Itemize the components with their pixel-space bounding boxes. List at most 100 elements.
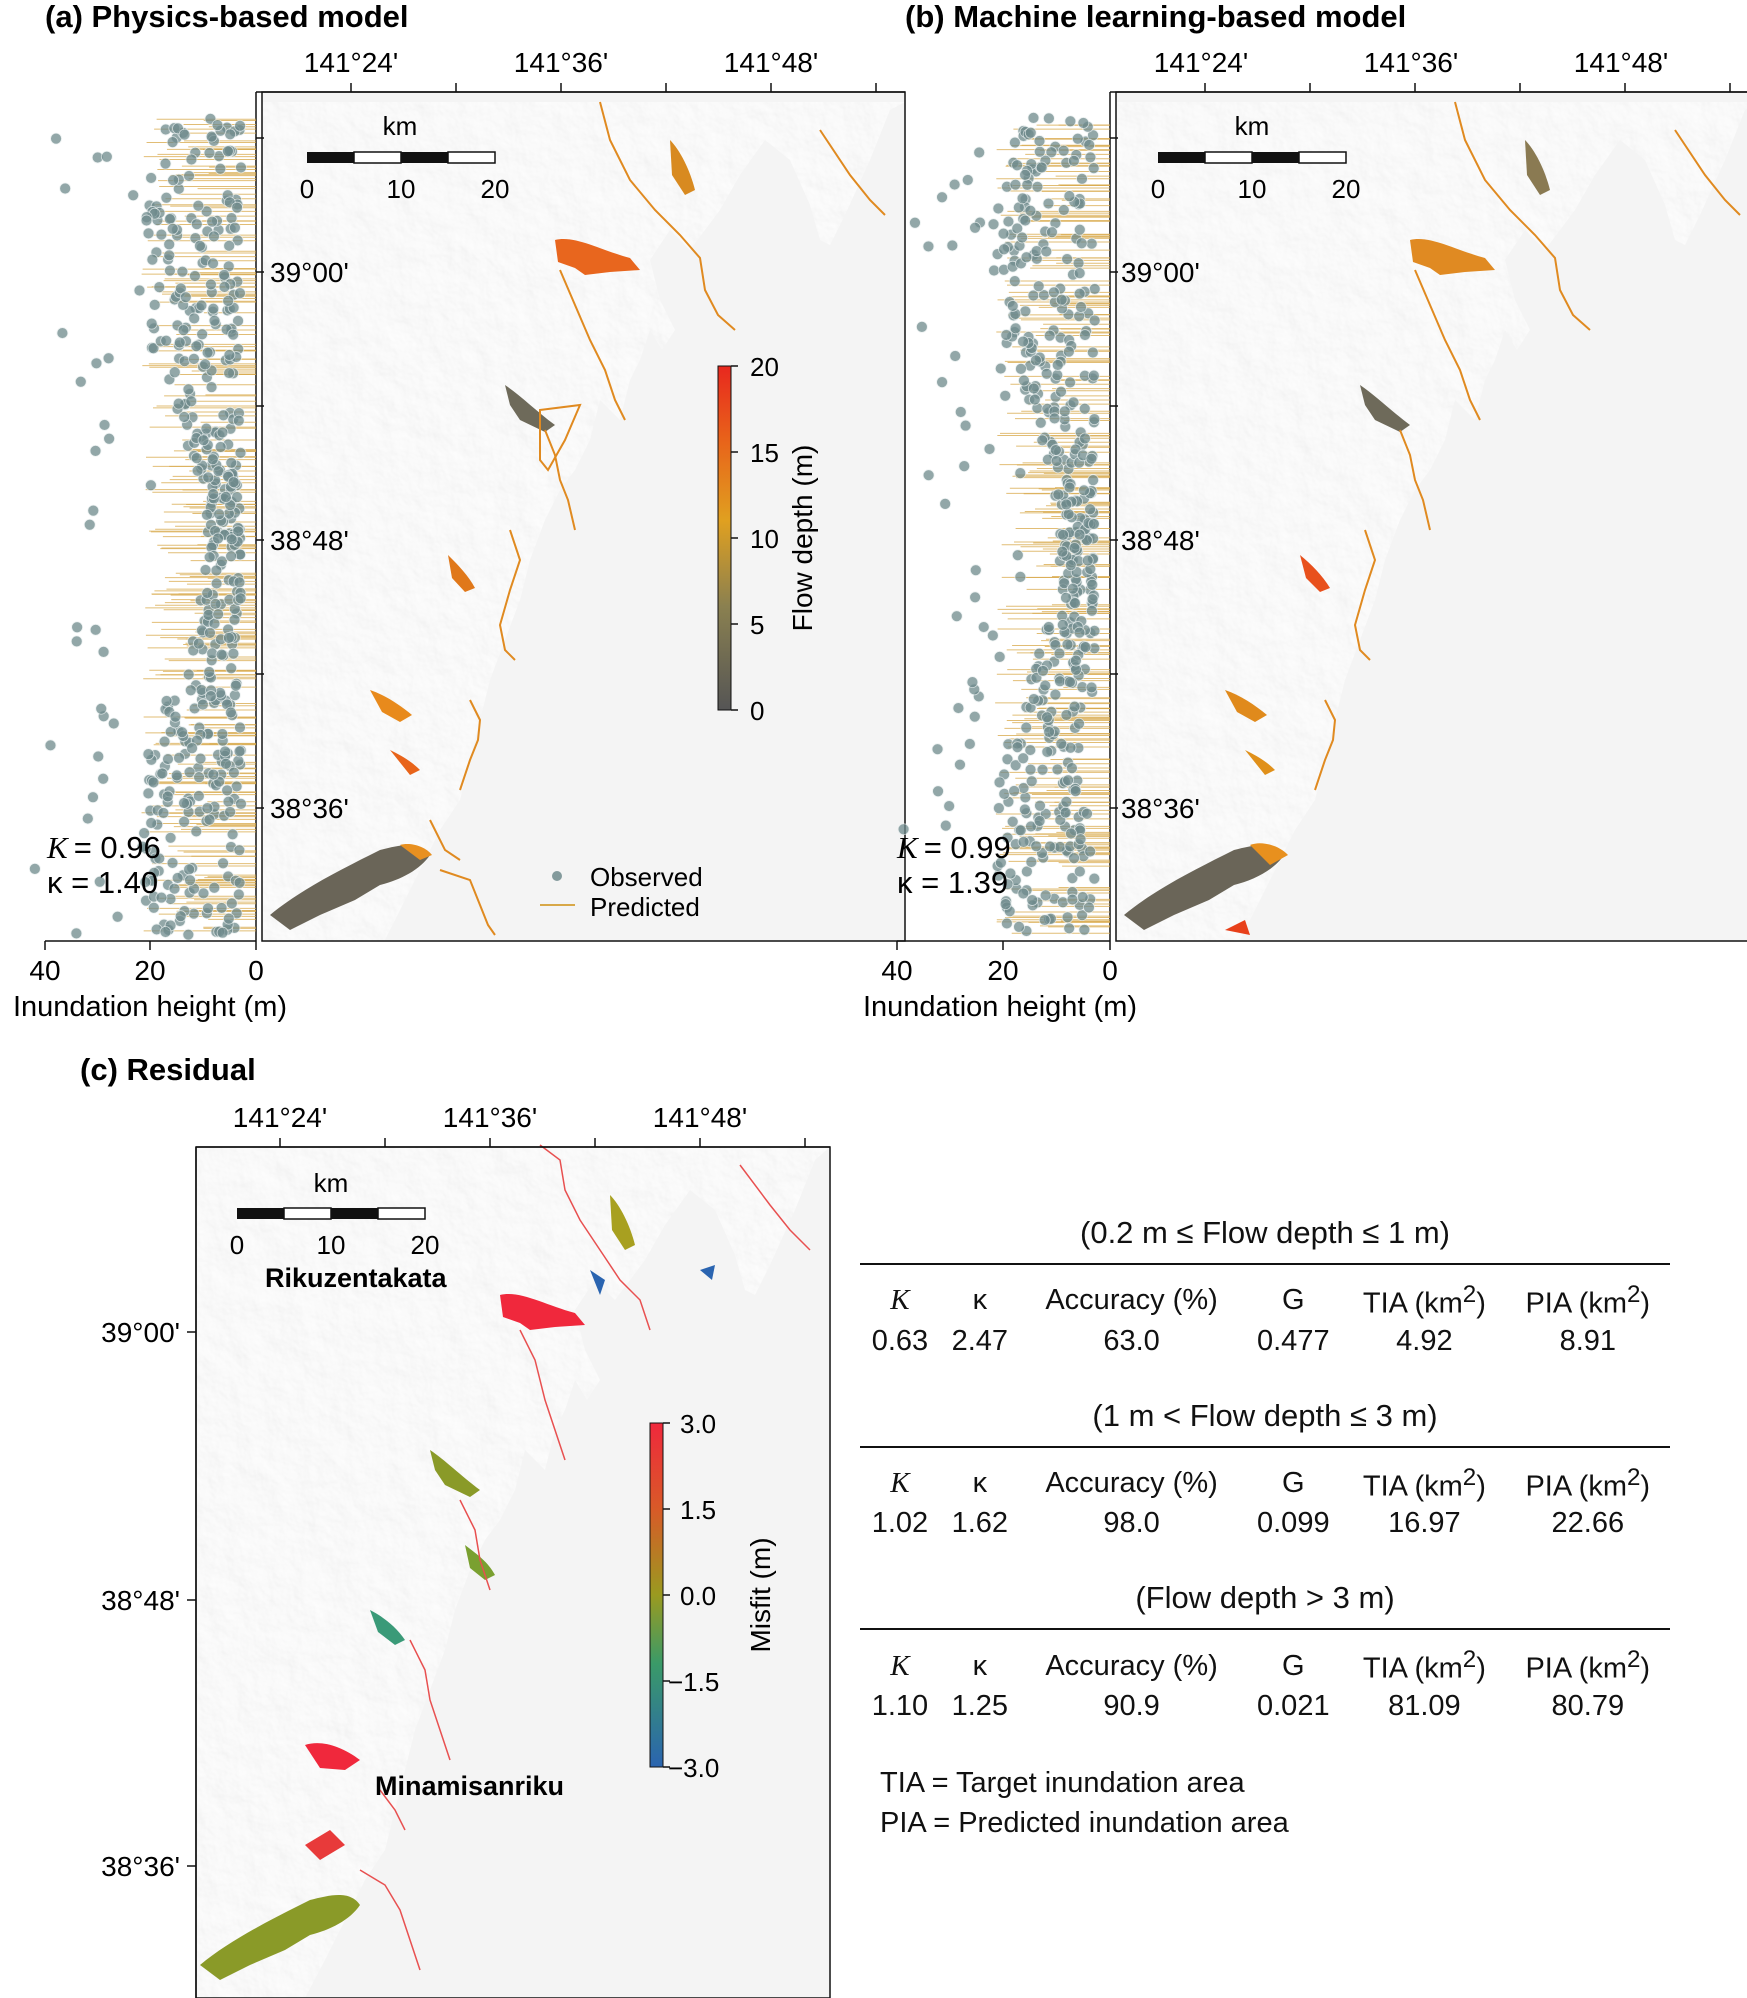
stats-rule bbox=[860, 1263, 1670, 1265]
observed-point bbox=[1086, 593, 1099, 606]
place-minamisanriku: Minamisanriku bbox=[375, 1771, 564, 1801]
observed-point bbox=[1017, 335, 1029, 348]
cell-tia: 81.09 bbox=[1388, 1689, 1461, 1722]
table-header-row: K κ Accuracy (%) G TIA (km2) PIA (km2) bbox=[860, 1279, 1670, 1323]
col-accuracy: Accuracy (%) bbox=[1045, 1284, 1218, 1317]
observed-point bbox=[219, 745, 232, 758]
cell-accuracy: 90.9 bbox=[1103, 1689, 1160, 1722]
legend-observed: Observed bbox=[590, 862, 703, 892]
observed-point bbox=[922, 469, 935, 482]
observed-point bbox=[232, 314, 244, 327]
observed-point bbox=[1019, 214, 1032, 227]
observed-point bbox=[184, 684, 197, 697]
observed-point bbox=[922, 240, 935, 253]
observed-point bbox=[1017, 835, 1030, 848]
panel-a-lon-tick-1: 141°24' bbox=[304, 47, 398, 78]
observed-point bbox=[87, 791, 99, 804]
observed-point bbox=[1008, 785, 1021, 797]
observed-point bbox=[1066, 893, 1079, 906]
observed-point bbox=[1024, 204, 1037, 217]
observed-point bbox=[227, 766, 240, 779]
observed-point bbox=[184, 874, 196, 887]
stats-definitions: TIA = Target inundation area PIA = Predi… bbox=[860, 1763, 1670, 1843]
observed-point bbox=[1063, 922, 1076, 935]
observed-point bbox=[163, 249, 176, 262]
observed-point bbox=[227, 328, 240, 341]
panel-c: (c) Residual km bbox=[80, 1052, 831, 1998]
observed-point bbox=[1087, 474, 1100, 487]
observed-point bbox=[1085, 681, 1098, 694]
observed-point bbox=[1088, 314, 1101, 327]
panel-a-title: (a) Physics-based model bbox=[45, 0, 409, 34]
observed-point bbox=[1083, 901, 1095, 914]
observed-point bbox=[1013, 920, 1025, 933]
col-kappa: κ bbox=[972, 1466, 988, 1499]
observed-point bbox=[1074, 833, 1087, 846]
observed-point bbox=[1040, 367, 1053, 380]
observed-point bbox=[1069, 597, 1081, 609]
observed-point bbox=[223, 349, 236, 361]
observed-point bbox=[999, 389, 1012, 402]
observed-point bbox=[1048, 412, 1061, 425]
misfit-colorbar-label: Misfit (m) bbox=[745, 1537, 776, 1652]
table-header-row: K κ Accuracy (%) G TIA (km2) PIA (km2) bbox=[860, 1644, 1670, 1688]
observed-point bbox=[214, 441, 227, 453]
observed-point bbox=[1055, 737, 1068, 750]
observed-point bbox=[201, 346, 214, 359]
observed-point bbox=[183, 170, 195, 182]
observed-point bbox=[999, 898, 1012, 911]
observed-point bbox=[186, 742, 198, 755]
observed-point bbox=[1067, 396, 1080, 409]
observed-point bbox=[936, 376, 948, 389]
observed-point bbox=[219, 491, 232, 503]
observed-point bbox=[222, 912, 235, 925]
observed-point bbox=[208, 881, 221, 894]
observed-point bbox=[1014, 570, 1027, 583]
observed-point bbox=[1006, 300, 1019, 312]
observed-point bbox=[183, 863, 196, 876]
panel-b-lat-tick-3: 38°36' bbox=[1121, 793, 1200, 824]
scalebar-unit: km bbox=[314, 1168, 349, 1198]
observed-point bbox=[1014, 824, 1027, 837]
panel-c-lon-tick-2: 141°36' bbox=[443, 1102, 537, 1133]
observed-point bbox=[1073, 528, 1086, 541]
observed-point bbox=[59, 182, 72, 195]
observed-point bbox=[190, 452, 203, 465]
misfit-colorbar: 3.0 1.5 0.0 −1.5 −3.0 Misfit (m) bbox=[649, 1409, 776, 1783]
observed-point bbox=[1087, 369, 1100, 382]
observed-point bbox=[1049, 444, 1062, 456]
col-kappa: κ bbox=[972, 1284, 988, 1317]
definition-pia: PIA = Predicted inundation area bbox=[880, 1806, 1289, 1839]
observed-point bbox=[159, 926, 172, 938]
panel-a-lat-tick-3: 38°36' bbox=[270, 793, 349, 824]
observed-point bbox=[234, 287, 246, 300]
depth-colorbar-label: Flow depth (m) bbox=[787, 445, 818, 632]
observed-point bbox=[172, 397, 185, 410]
cell-tia: 4.92 bbox=[1396, 1324, 1453, 1357]
observed-point bbox=[1011, 741, 1024, 754]
observed-point bbox=[1037, 665, 1049, 677]
observed-point bbox=[1030, 354, 1042, 367]
observed-point bbox=[1088, 283, 1101, 295]
observed-point bbox=[1011, 222, 1024, 235]
scalebar-unit: km bbox=[1235, 111, 1270, 141]
observed-point bbox=[145, 817, 158, 829]
observed-point bbox=[1057, 144, 1070, 157]
observed-point bbox=[1009, 136, 1021, 149]
panel-b-map: km 0 10 20 bbox=[1115, 91, 1747, 942]
observed-point bbox=[939, 819, 952, 832]
observed-point bbox=[1087, 162, 1100, 175]
observed-point bbox=[988, 264, 1000, 277]
observed-point bbox=[1033, 145, 1046, 158]
panel-a-scalebar: km 0 10 20 bbox=[300, 111, 510, 204]
panel-a: (a) Physics-based model km bbox=[13, 0, 906, 1023]
observed-point bbox=[1070, 654, 1082, 667]
observed-point bbox=[1002, 215, 1015, 228]
observed-point bbox=[205, 278, 217, 291]
panel-b-inundation bbox=[1124, 101, 1741, 935]
observed-point bbox=[225, 533, 238, 546]
col-K: K bbox=[890, 1466, 910, 1499]
col-accuracy: Accuracy (%) bbox=[1045, 1466, 1218, 1499]
observed-point bbox=[179, 291, 192, 304]
observed-point bbox=[1025, 820, 1037, 833]
